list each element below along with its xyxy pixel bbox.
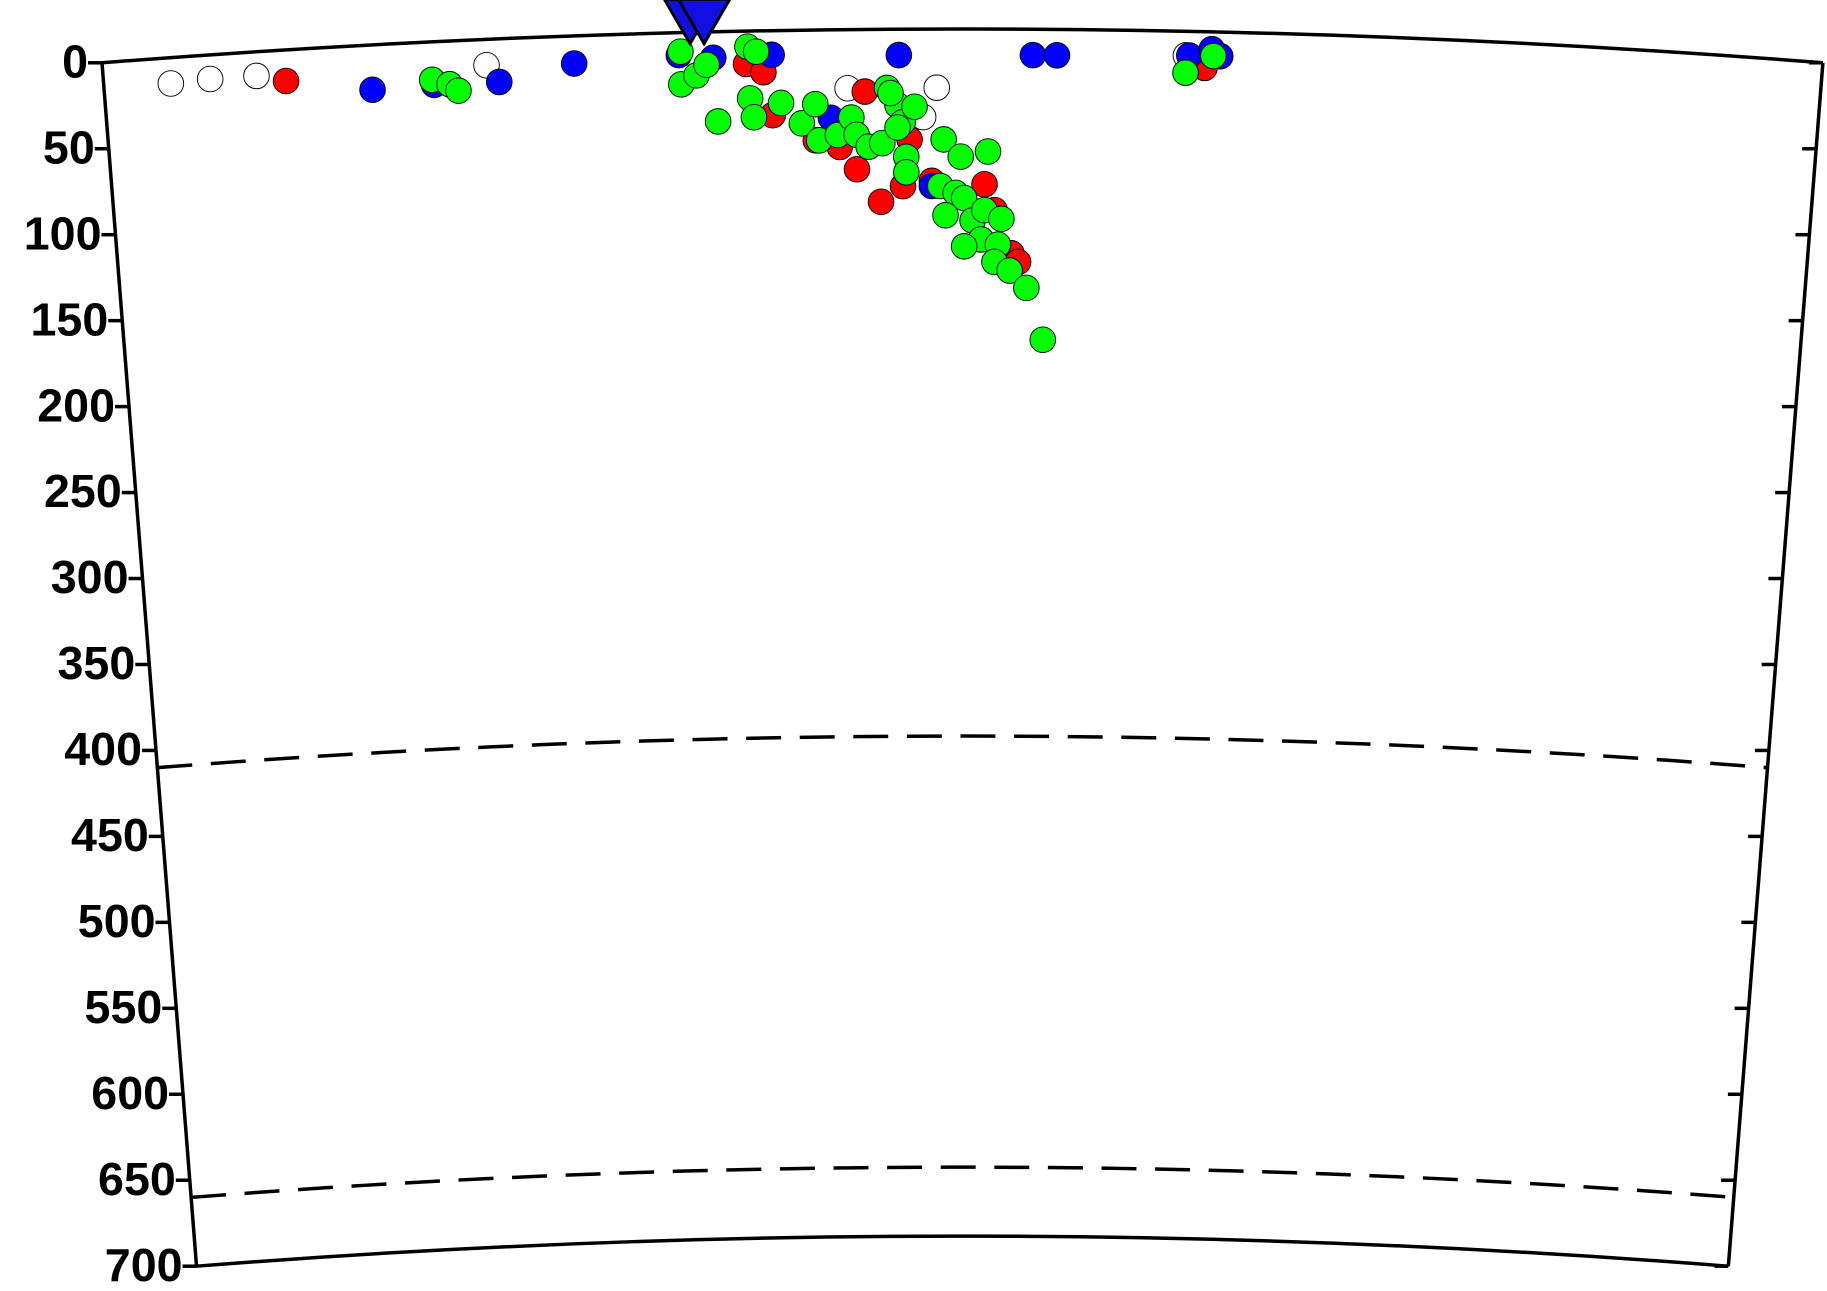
event <box>788 110 816 137</box>
y-tick-label: 300 <box>51 551 129 603</box>
event <box>885 41 913 69</box>
event <box>974 138 1002 165</box>
y-tick-label: 350 <box>58 637 136 689</box>
event <box>272 67 300 95</box>
event <box>560 50 588 77</box>
event <box>667 38 694 65</box>
event <box>923 74 951 101</box>
y-tick-label: 400 <box>64 723 142 775</box>
event <box>742 38 770 65</box>
event <box>843 155 871 183</box>
event <box>802 90 829 118</box>
event <box>359 76 386 104</box>
event <box>157 70 185 97</box>
event <box>740 103 768 131</box>
y-tick-label: 700 <box>105 1239 183 1291</box>
event <box>893 159 920 186</box>
y-tick-label: 500 <box>78 895 156 947</box>
event <box>901 93 928 121</box>
event <box>767 89 795 117</box>
station <box>677 0 732 47</box>
event <box>1200 42 1227 70</box>
y-tick-label: 100 <box>24 207 102 259</box>
discontinuity <box>157 734 1768 770</box>
event <box>704 108 732 135</box>
frame-bottom <box>196 1234 1729 1268</box>
event <box>930 126 957 153</box>
y-tick-label: 50 <box>43 121 95 173</box>
event <box>1013 274 1040 302</box>
event <box>445 77 472 104</box>
event <box>867 188 895 216</box>
y-tick-label: 150 <box>31 293 109 345</box>
event <box>950 233 978 260</box>
event <box>1043 42 1071 69</box>
event <box>988 205 1015 233</box>
y-tick-label: 250 <box>44 465 122 517</box>
event <box>996 257 1023 284</box>
y-tick-label: 450 <box>71 809 149 861</box>
event <box>1029 326 1057 354</box>
event <box>877 79 904 107</box>
y-tick-label: 200 <box>37 379 115 431</box>
event <box>485 68 513 96</box>
event <box>851 78 879 105</box>
y-tick-label: 600 <box>91 1067 169 1119</box>
event <box>1019 41 1047 69</box>
y-tick-label: 650 <box>98 1153 176 1205</box>
event <box>947 143 975 170</box>
y-tick-label: 550 <box>85 981 163 1033</box>
event <box>196 65 224 93</box>
y-tick-label: 0 <box>62 35 88 87</box>
event <box>884 114 911 141</box>
event <box>693 51 720 79</box>
event <box>243 62 270 90</box>
frame-top <box>101 27 1824 65</box>
event <box>1172 59 1199 86</box>
event <box>932 202 959 229</box>
discontinuity <box>190 1165 1734 1200</box>
